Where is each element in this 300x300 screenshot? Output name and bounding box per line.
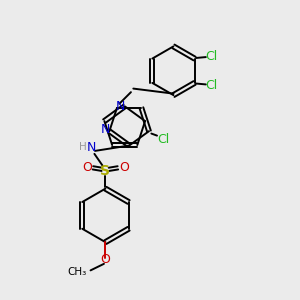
Text: O: O (119, 161, 129, 174)
Text: N: N (116, 100, 125, 113)
Text: H: H (79, 142, 86, 152)
Text: N: N (87, 140, 96, 154)
Text: O: O (100, 254, 110, 266)
Text: S: S (100, 164, 110, 178)
Text: Cl: Cl (205, 79, 217, 92)
Text: Cl: Cl (205, 50, 217, 63)
Text: Cl: Cl (158, 133, 170, 146)
Text: CH₃: CH₃ (68, 267, 87, 277)
Text: N: N (101, 123, 110, 136)
Text: O: O (82, 161, 92, 174)
